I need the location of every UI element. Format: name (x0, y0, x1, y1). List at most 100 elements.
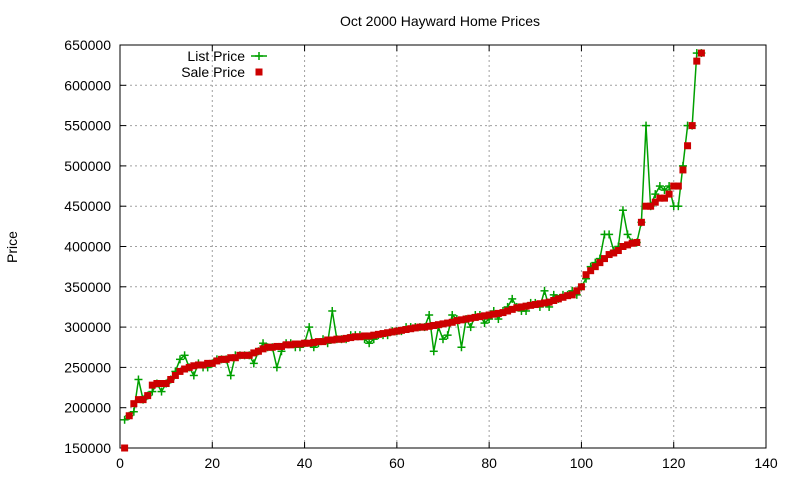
sale-price-point (139, 396, 147, 404)
list-price-point (180, 351, 189, 360)
sale-price-point (268, 343, 276, 351)
sale-price-point (476, 313, 484, 321)
sale-price-point (508, 305, 516, 313)
y-tick-label: 550000 (64, 118, 111, 134)
sale-price-point (347, 334, 355, 342)
sale-price-point (624, 241, 632, 249)
sale-price-point (573, 287, 581, 295)
sale-price-point (333, 335, 341, 343)
y-tick-label: 400000 (64, 239, 111, 255)
sale-price-point (596, 259, 604, 267)
sale-price-point (674, 182, 682, 190)
sale-price-point (425, 322, 433, 330)
list-price-point (129, 407, 138, 416)
sale-price-point (153, 380, 161, 388)
list-price-point (365, 339, 374, 348)
sale-price-point (448, 318, 456, 326)
grid (120, 45, 766, 448)
list-price-point (443, 331, 452, 340)
sale-price-point (688, 122, 696, 130)
sale-price-point (407, 325, 415, 333)
sale-price-point (434, 321, 442, 329)
sale-price-point (637, 218, 645, 226)
sale-price-point (171, 371, 179, 379)
sale-price-point (444, 319, 452, 327)
y-axis-label: Price (4, 231, 20, 263)
list-price-point (618, 206, 627, 215)
sale-price-point (199, 361, 207, 369)
sale-price-point (319, 338, 327, 346)
list-price-point (651, 190, 660, 199)
sale-price-point (416, 323, 424, 331)
x-tick-label: 60 (389, 455, 405, 471)
sale-price-point (273, 342, 281, 350)
sale-price-point (328, 336, 336, 344)
list-price-point (623, 230, 632, 239)
y-tick-label: 600000 (64, 77, 111, 93)
sale-price-point (379, 330, 387, 338)
list-price-point (157, 387, 166, 396)
sale-price-point (610, 249, 618, 257)
x-tick-label: 100 (570, 455, 594, 471)
sale-price-point (499, 309, 507, 317)
sale-price-point (130, 400, 138, 408)
sale-price-point (305, 339, 313, 347)
sale-price-point (351, 333, 359, 341)
sale-price-point (245, 351, 253, 359)
sale-price-point (494, 309, 502, 317)
sale-price-point (370, 331, 378, 339)
list-price-point (189, 371, 198, 380)
list-price-point (305, 323, 314, 332)
list-price-point (148, 387, 157, 396)
sale-price-point (162, 380, 170, 388)
sale-price-point (393, 327, 401, 335)
sale-price-point (541, 299, 549, 307)
y-tick-label: 250000 (64, 359, 111, 375)
list-price-point (660, 186, 669, 195)
sale-price-point (222, 355, 230, 363)
sale-price-point (324, 336, 332, 344)
sale-price-point (236, 351, 244, 359)
sale-price-point (564, 292, 572, 300)
list-price-point (425, 311, 434, 320)
x-tick-label: 80 (481, 455, 497, 471)
y-tick-label: 350000 (64, 279, 111, 295)
sale-price-point (264, 343, 272, 351)
sale-price-point (204, 359, 212, 367)
y-tick-label: 300000 (64, 319, 111, 335)
list-price-point (439, 335, 447, 344)
sale-price-point (194, 361, 202, 369)
y-tick-label: 500000 (64, 158, 111, 174)
sale-price-point (453, 317, 461, 325)
sale-price-point (577, 283, 585, 291)
y-tick-label: 200000 (64, 400, 111, 416)
list-price-point (655, 182, 664, 191)
list-price-point (480, 319, 489, 328)
list-price-point (429, 347, 438, 356)
sale-price-point (554, 295, 562, 303)
sale-price-point (462, 315, 470, 323)
sale-price-point (457, 316, 465, 324)
sale-price-point (134, 396, 142, 404)
sale-price-point (185, 363, 193, 371)
sale-price-point (301, 339, 309, 347)
sale-price-point (213, 357, 221, 365)
chart-title: Oct 2000 Hayward Home Prices (340, 13, 540, 29)
sale-price-point (481, 312, 489, 320)
sale-price-point (384, 329, 392, 337)
sale-price-point (397, 326, 405, 334)
x-tick-label: 120 (662, 455, 686, 471)
legend-label-sale-price: Sale Price (181, 64, 245, 80)
sale-price-point (254, 347, 262, 355)
sale-price-point (670, 182, 678, 190)
list-price-point (120, 415, 129, 424)
sale-price-point (259, 345, 267, 353)
sale-price-point (587, 267, 595, 275)
sale-price-point (388, 328, 396, 336)
sale-price-point (190, 362, 198, 370)
sale-price-point (218, 355, 226, 363)
sale-price-point (227, 354, 235, 362)
sale-price-point (421, 323, 429, 331)
sale-price-point (605, 251, 613, 259)
